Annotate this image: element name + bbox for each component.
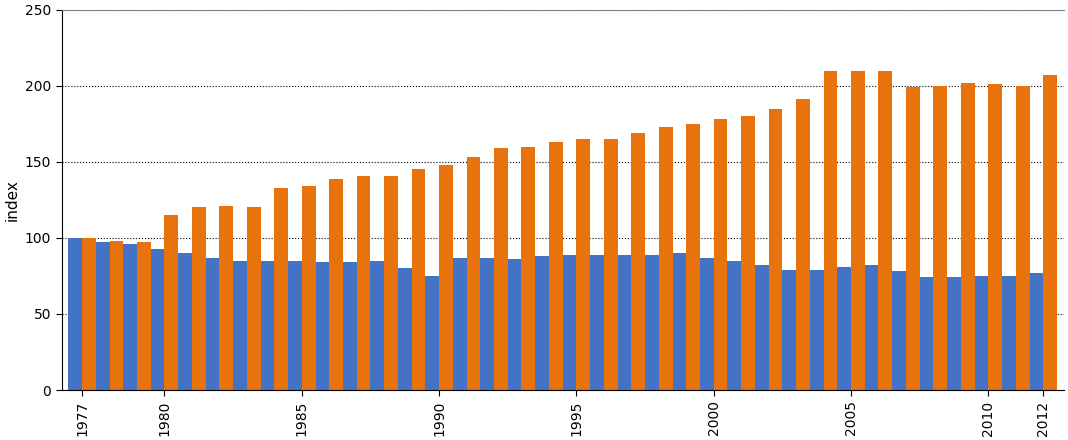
Bar: [920, 278, 933, 390]
Bar: [151, 249, 164, 390]
Bar: [823, 70, 837, 390]
Bar: [879, 70, 892, 390]
Bar: [783, 270, 796, 390]
Bar: [673, 253, 687, 390]
Bar: [1016, 86, 1030, 390]
Bar: [837, 267, 851, 390]
Bar: [398, 268, 411, 390]
Bar: [219, 206, 233, 390]
Bar: [178, 253, 192, 390]
Bar: [563, 255, 577, 390]
Bar: [507, 259, 521, 390]
Bar: [439, 165, 453, 390]
Bar: [206, 258, 219, 390]
Bar: [755, 265, 769, 390]
Bar: [1030, 273, 1043, 390]
Bar: [727, 261, 741, 390]
Bar: [261, 261, 274, 390]
Bar: [713, 119, 727, 390]
Bar: [357, 176, 371, 390]
Bar: [288, 261, 302, 390]
Bar: [1043, 75, 1057, 390]
Bar: [645, 255, 659, 390]
Bar: [494, 148, 507, 390]
Bar: [521, 147, 535, 390]
Bar: [343, 262, 357, 390]
Bar: [975, 276, 988, 390]
Y-axis label: index: index: [4, 179, 19, 221]
Bar: [796, 99, 810, 390]
Bar: [329, 179, 343, 390]
Bar: [549, 142, 563, 390]
Bar: [425, 276, 439, 390]
Bar: [577, 139, 591, 390]
Bar: [617, 255, 631, 390]
Bar: [700, 258, 713, 390]
Bar: [384, 176, 398, 390]
Bar: [467, 157, 481, 390]
Bar: [906, 87, 920, 390]
Bar: [315, 262, 329, 390]
Bar: [947, 278, 961, 390]
Bar: [865, 265, 879, 390]
Bar: [892, 271, 906, 390]
Bar: [769, 109, 783, 390]
Bar: [68, 238, 82, 390]
Bar: [371, 261, 384, 390]
Bar: [535, 256, 549, 390]
Bar: [233, 261, 247, 390]
Bar: [933, 86, 947, 390]
Bar: [481, 258, 494, 390]
Bar: [137, 242, 151, 390]
Bar: [453, 258, 467, 390]
Bar: [741, 116, 755, 390]
Bar: [810, 270, 823, 390]
Bar: [192, 208, 206, 390]
Bar: [302, 186, 315, 390]
Bar: [687, 124, 700, 390]
Bar: [123, 244, 137, 390]
Bar: [988, 84, 1002, 390]
Bar: [603, 139, 617, 390]
Bar: [164, 215, 178, 390]
Bar: [961, 83, 975, 390]
Bar: [1002, 276, 1016, 390]
Bar: [274, 188, 288, 390]
Bar: [591, 255, 603, 390]
Bar: [247, 208, 261, 390]
Bar: [96, 242, 110, 390]
Bar: [631, 133, 645, 390]
Bar: [82, 238, 96, 390]
Bar: [659, 127, 673, 390]
Bar: [851, 70, 865, 390]
Bar: [110, 241, 123, 390]
Bar: [411, 169, 425, 390]
